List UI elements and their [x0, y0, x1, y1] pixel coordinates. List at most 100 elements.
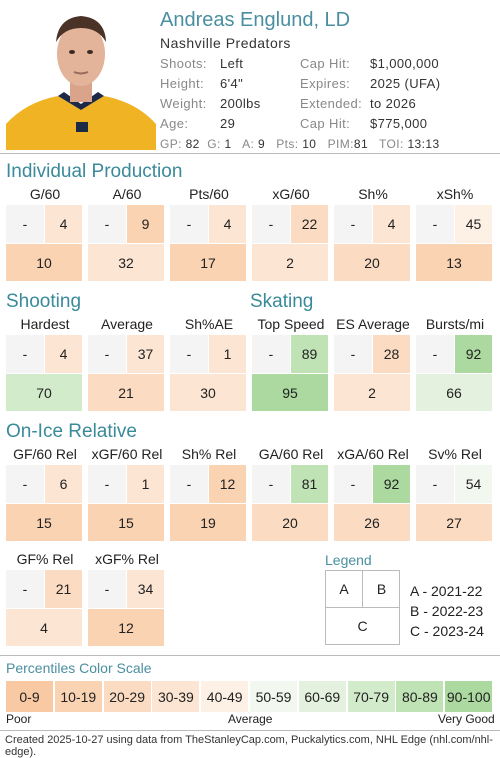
metric-season-b: 12 — [209, 465, 246, 503]
metric-season-c: 12 — [88, 609, 164, 646]
metric-season-c: 26 — [334, 504, 410, 541]
section-title-onice: On-Ice Relative — [6, 421, 137, 442]
section-title-production: Individual Production — [6, 161, 183, 182]
metric-season-a: - — [88, 205, 126, 243]
new-cap-hit-label: Cap Hit: — [300, 116, 351, 131]
assists-value: 9 — [257, 137, 266, 151]
metric-season-a: - — [416, 205, 454, 243]
metric-label: GF/60 Rel — [13, 446, 77, 462]
metric-label: xGF% Rel — [95, 551, 159, 567]
shoots-label: Shoots: — [160, 56, 207, 71]
metric-season-b: 1 — [209, 335, 246, 373]
metric-season-c: 20 — [334, 244, 410, 281]
metric-season-c: 10 — [6, 244, 82, 281]
metric-season-a: - — [88, 570, 126, 608]
legend-box: A B C — [325, 570, 400, 645]
metric-label: Sh%AE — [184, 316, 234, 332]
height-value: 6'4" — [220, 76, 244, 91]
metric-season-a: - — [6, 335, 44, 373]
scale-bin: 30-39 — [152, 681, 200, 712]
legend-title: Legend — [325, 552, 372, 568]
cap-hit-label: Cap Hit: — [300, 56, 351, 71]
metric-label: xGA/60 Rel — [337, 446, 409, 462]
gp-value: 82 — [185, 137, 200, 151]
metric-season-c: 2 — [334, 374, 410, 411]
metric-season-a: - — [334, 205, 372, 243]
expires-value: 2025 (UFA) — [370, 76, 441, 91]
scale-bin: 10-19 — [54, 681, 102, 712]
metric-season-a: - — [170, 335, 208, 373]
metric-season-b: 89 — [291, 335, 328, 373]
metric-season-b: 92 — [455, 335, 492, 373]
metric-season-a: - — [88, 465, 126, 503]
scale-divider — [0, 655, 500, 656]
metric-season-a: - — [416, 335, 454, 373]
metric-label: A/60 — [112, 186, 142, 202]
extended-value: to 2026 — [370, 96, 417, 111]
metric-season-a: - — [334, 465, 372, 503]
pim-value: 81 — [353, 137, 369, 151]
metric-label: Average — [101, 316, 153, 332]
scale-good-label: Very Good — [438, 712, 495, 726]
gp-label: GP: — [160, 137, 182, 151]
pim-label: PIM: — [327, 137, 354, 151]
points-value: 10 — [302, 137, 317, 151]
goals-label: G: — [207, 137, 221, 151]
legend-cell-b: B — [363, 571, 400, 608]
metric-season-a: - — [6, 205, 44, 243]
metric-season-b: 37 — [127, 335, 164, 373]
team-name: Nashville Predators — [160, 35, 291, 51]
metric-label: Hardest — [20, 316, 70, 332]
metric-season-a: - — [252, 465, 290, 503]
metric-label: GF% Rel — [16, 551, 74, 567]
legend-entries: A - 2021-22 B - 2022-23 C - 2023-24 — [410, 581, 484, 641]
age-value: 29 — [220, 116, 236, 131]
player-headshot — [6, 6, 156, 150]
info-left: Shoots: Left Height: 6'4" Weight: 200lbs Ag… — [160, 56, 261, 136]
metric-season-b: 28 — [373, 335, 410, 373]
toi-label: TOI: — [379, 137, 404, 151]
metric-season-b: 1 — [127, 465, 164, 503]
metric-season-a: - — [6, 465, 44, 503]
metric-season-c: 4 — [6, 609, 82, 646]
assists-label: A: — [242, 137, 255, 151]
metric-season-a: - — [170, 465, 208, 503]
scale-average-label: Average — [228, 712, 273, 726]
metric-season-a: - — [334, 335, 372, 373]
metric-label: xGF/60 Rel — [91, 446, 163, 462]
metric-season-c: 30 — [170, 374, 246, 411]
metric-label: Top Speed — [257, 316, 325, 332]
scale-title: Percentiles Color Scale — [6, 660, 152, 676]
scale-bin: 60-69 — [298, 681, 346, 712]
scale-poor-label: Poor — [6, 712, 32, 726]
metric-season-b: 45 — [455, 205, 492, 243]
legend-entry-b: B - 2022-23 — [410, 603, 484, 619]
section-title-skating: Skating — [250, 291, 314, 312]
scale-bin: 50-59 — [250, 681, 297, 712]
metric-season-b: 34 — [127, 570, 164, 608]
metric-season-b: 22 — [291, 205, 328, 243]
scale-bin: 80-89 — [396, 681, 444, 712]
points-label: Pts: — [276, 137, 299, 151]
metric-label: Sh% — [358, 186, 388, 202]
info-right: Cap Hit: $1,000,000 Expires: 2025 (UFA) Ex… — [300, 56, 440, 136]
metric-season-c: 17 — [170, 244, 246, 281]
metric-label: ES Average — [336, 316, 410, 332]
metric-season-a: - — [252, 205, 290, 243]
metric-season-a: - — [88, 335, 126, 373]
metric-label: Bursts/mi — [425, 316, 485, 332]
metric-label: Sv% Rel — [428, 446, 482, 462]
metric-season-c: 27 — [416, 504, 492, 541]
footer-divider — [0, 730, 500, 731]
metric-label: xG/60 — [272, 186, 310, 202]
metric-season-b: 4 — [45, 335, 82, 373]
new-cap-hit-value: $775,000 — [370, 116, 428, 131]
goals-value: 1 — [224, 137, 232, 151]
cap-hit-value: $1,000,000 — [370, 56, 440, 71]
scale-bin: 20-29 — [103, 681, 151, 712]
legend-entry-a: A - 2021-22 — [410, 583, 483, 599]
metric-label: G/60 — [29, 186, 61, 202]
header-divider — [0, 153, 500, 154]
metric-season-c: 2 — [252, 244, 328, 281]
metric-season-b: 21 — [45, 570, 82, 608]
